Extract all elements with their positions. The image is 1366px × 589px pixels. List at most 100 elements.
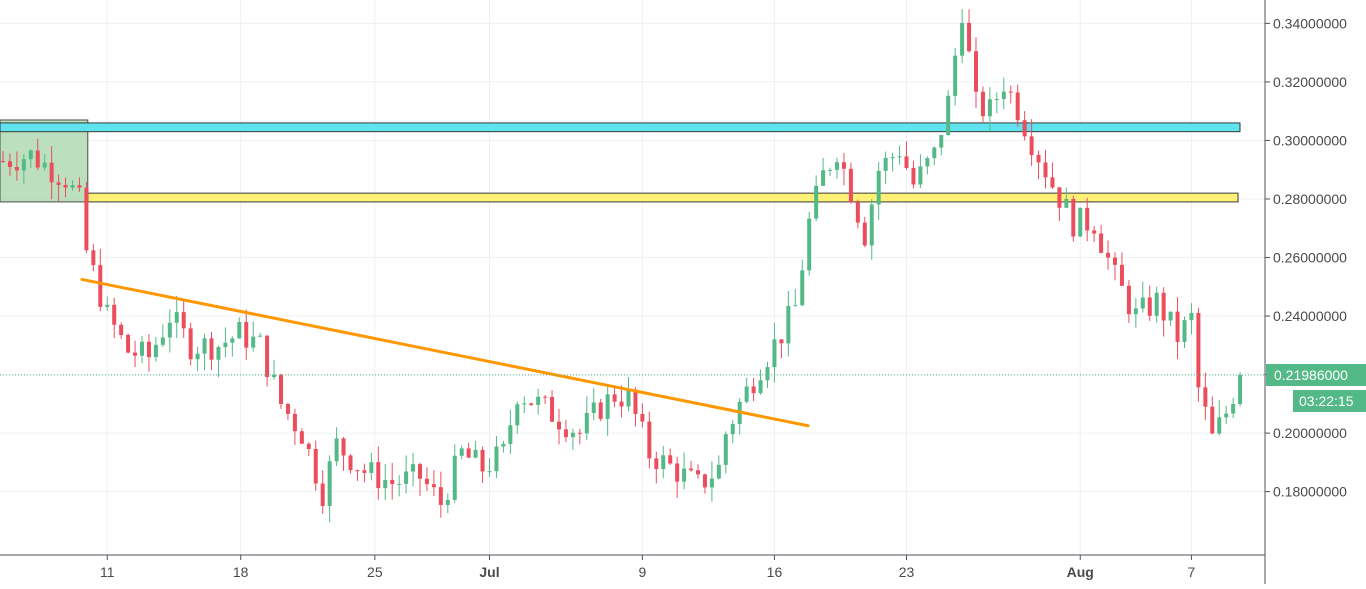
- candle-body: [133, 352, 138, 356]
- candle-body: [265, 335, 270, 378]
- candle-body: [716, 464, 721, 479]
- candle-body: [1224, 413, 1229, 418]
- candle-body: [153, 344, 158, 358]
- candle-body: [967, 22, 972, 52]
- x-tick-label: Aug: [1067, 564, 1094, 580]
- candle-body: [404, 471, 409, 484]
- candle-body: [577, 432, 582, 434]
- candle-body: [994, 99, 999, 101]
- candle-body: [1203, 387, 1208, 407]
- candle-body: [146, 341, 151, 358]
- candle-body: [348, 455, 353, 471]
- candle-body: [160, 337, 165, 345]
- current-price-badge: [1266, 363, 1366, 386]
- candle-body: [1113, 257, 1117, 265]
- countdown-label: 03:22:15: [1299, 393, 1354, 409]
- candle-body: [397, 483, 402, 485]
- candle-body: [299, 431, 304, 444]
- candle-body: [1147, 297, 1152, 316]
- candle-body: [675, 463, 680, 482]
- candle-body: [987, 99, 992, 117]
- candle-body: [167, 322, 172, 338]
- candle-body: [272, 374, 277, 378]
- candle-body: [70, 185, 75, 188]
- candle-body: [216, 347, 221, 360]
- candle-body: [765, 367, 770, 381]
- candle-body: [709, 478, 714, 488]
- x-tick-label: 7: [1188, 564, 1196, 580]
- candle-body: [21, 159, 26, 171]
- candle-body: [612, 394, 617, 402]
- candle-body: [529, 403, 534, 405]
- candle-body: [508, 425, 513, 444]
- grid: [0, 0, 1265, 555]
- candle-body: [313, 448, 318, 484]
- countdown-badge: [1293, 389, 1366, 412]
- candle-body: [1071, 198, 1076, 237]
- candle-body: [904, 156, 909, 168]
- x-tick-label: 23: [899, 564, 915, 580]
- candle-body: [1099, 233, 1104, 253]
- candle-body: [1140, 297, 1145, 309]
- candle-body: [557, 421, 561, 430]
- candle-body: [1001, 91, 1006, 100]
- candle-body: [1015, 92, 1020, 121]
- candle-body: [848, 168, 853, 203]
- candle-body: [237, 322, 242, 339]
- candle-body: [14, 166, 19, 171]
- trendline: [80, 277, 810, 428]
- candle-body: [431, 484, 436, 488]
- candle-body: [883, 157, 888, 171]
- candle-body: [1217, 417, 1222, 434]
- candle-body: [1119, 264, 1124, 286]
- candle-body: [202, 338, 207, 354]
- candle-body: [758, 380, 763, 394]
- candle-body: [855, 202, 860, 223]
- candle-body: [925, 158, 930, 167]
- candle-body: [188, 328, 193, 360]
- candle-body: [35, 150, 40, 168]
- candle-body: [445, 499, 450, 505]
- y-tick-label: 0.26000000: [1273, 250, 1347, 266]
- candle-body: [841, 162, 846, 169]
- candle-body: [320, 483, 325, 507]
- candle-body: [654, 458, 659, 469]
- y-tick-label: 0.28000000: [1273, 191, 1347, 207]
- candle-body: [1078, 207, 1083, 237]
- consolidation-box: [0, 119, 89, 203]
- y-tick-label: 0.32000000: [1273, 74, 1347, 90]
- candle-body: [411, 464, 416, 472]
- candle-body: [626, 389, 631, 407]
- candle-body: [946, 95, 951, 136]
- candle-body: [696, 470, 700, 475]
- candle-body: [84, 187, 89, 251]
- candle-body: [661, 455, 666, 469]
- candle-body: [63, 184, 68, 188]
- candle-body: [126, 334, 131, 353]
- candle-body: [939, 135, 944, 148]
- candles: [1, 9, 1243, 523]
- candle-body: [598, 402, 603, 419]
- candle-body: [473, 449, 478, 458]
- candle-body: [376, 462, 381, 489]
- candle-body: [1189, 313, 1194, 321]
- candle-body: [1133, 308, 1138, 315]
- candle-body: [1182, 320, 1187, 342]
- candle-body: [494, 446, 499, 472]
- candle-body: [793, 305, 798, 307]
- candle-body: [140, 341, 144, 356]
- candle-body: [383, 479, 388, 489]
- candle-body: [1064, 198, 1069, 208]
- candle-body: [1126, 285, 1131, 315]
- candle-body: [563, 429, 568, 438]
- candle-body: [682, 468, 687, 482]
- candle-body: [28, 150, 33, 160]
- x-tick-label: Jul: [479, 564, 499, 580]
- candle-body: [862, 222, 867, 246]
- candle-body: [1050, 177, 1055, 188]
- candle-body: [77, 185, 82, 188]
- candle-body: [1154, 292, 1159, 316]
